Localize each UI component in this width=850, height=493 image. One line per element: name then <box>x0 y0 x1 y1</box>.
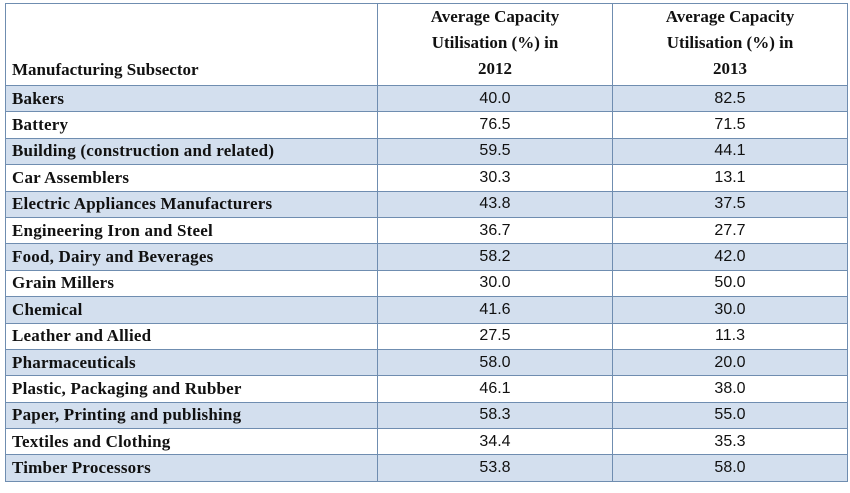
value-2013-cell: 35.3 <box>612 428 848 456</box>
value-2012-cell: 34.4 <box>377 428 613 456</box>
value-2012-cell: 27.5 <box>377 322 613 350</box>
header-2012-line-3: 2012 <box>478 59 512 78</box>
subsector-cell: Electric Appliances Manufacturers <box>5 190 378 218</box>
capacity-utilisation-table: Manufacturing Subsector Average Capacity… <box>5 3 848 482</box>
value-2013-cell: 50.0 <box>612 269 848 298</box>
header-utilisation-2012: Average Capacity Utilisation (%) in 2012 <box>377 3 613 86</box>
subsector-cell: Paper, Printing and publishing <box>5 401 378 430</box>
value-2013-cell: 38.0 <box>612 375 848 403</box>
subsector-cell: Plastic, Packaging and Rubber <box>5 375 378 403</box>
value-2013-cell: 58.0 <box>612 454 848 482</box>
value-2012-cell: 58.3 <box>377 401 613 430</box>
subsector-cell: Food, Dairy and Beverages <box>5 243 378 271</box>
value-2012-cell: 40.0 <box>377 84 613 113</box>
table-row: Food, Dairy and Beverages 58.2 42.0 <box>5 243 848 271</box>
table-row: Plastic, Packaging and Rubber 46.1 38.0 <box>5 375 848 403</box>
header-2012-line-2: Utilisation (%) in <box>431 33 559 52</box>
table-row: Grain Millers 30.0 50.0 <box>5 269 848 298</box>
table-row: Textiles and Clothing 34.4 35.3 <box>5 428 848 456</box>
value-2012-cell: 58.0 <box>377 348 613 377</box>
header-2012-line-1: Average Capacity <box>430 7 560 26</box>
table-body: Bakers 40.0 82.5 Battery 76.5 71.5 Building (c… <box>5 84 848 482</box>
subsector-cell: Battery <box>5 111 378 139</box>
table-row: Chemical 41.6 30.0 <box>5 296 848 324</box>
table-row: Paper, Printing and publishing 58.3 55.0 <box>5 401 848 430</box>
subsector-cell: Grain Millers <box>5 269 378 298</box>
value-2013-cell: 27.7 <box>612 216 848 245</box>
subsector-cell: Engineering Iron and Steel <box>5 216 378 245</box>
value-2013-cell: 71.5 <box>612 111 848 139</box>
table-row: Bakers 40.0 82.5 <box>5 84 848 113</box>
subsector-cell: Building (construction and related) <box>5 137 378 166</box>
value-2012-cell: 36.7 <box>377 216 613 245</box>
subsector-cell: Leather and Allied <box>5 322 378 350</box>
value-2012-cell: 58.2 <box>377 243 613 271</box>
value-2012-cell: 30.0 <box>377 269 613 298</box>
table-row: Timber Processors 53.8 58.0 <box>5 454 848 482</box>
value-2012-cell: 59.5 <box>377 137 613 166</box>
value-2012-cell: 53.8 <box>377 454 613 482</box>
subsector-cell: Textiles and Clothing <box>5 428 378 456</box>
value-2013-cell: 13.1 <box>612 164 848 192</box>
header-2013-line-1: Average Capacity <box>665 7 795 26</box>
table-row: Car Assemblers 30.3 13.1 <box>5 164 848 192</box>
header-manufacturing-subsector: Manufacturing Subsector <box>5 3 378 86</box>
table-row: Pharmaceuticals 58.0 20.0 <box>5 348 848 377</box>
value-2013-cell: 20.0 <box>612 348 848 377</box>
header-utilisation-2013: Average Capacity Utilisation (%) in 2013 <box>612 3 848 86</box>
subsector-cell: Timber Processors <box>5 454 378 482</box>
table-row: Engineering Iron and Steel 36.7 27.7 <box>5 216 848 245</box>
subsector-cell: Pharmaceuticals <box>5 348 378 377</box>
value-2013-cell: 42.0 <box>612 243 848 271</box>
table-row: Building (construction and related) 59.5 4… <box>5 137 848 166</box>
header-2013-line-3: 2013 <box>713 59 747 78</box>
subsector-cell: Bakers <box>5 84 378 113</box>
value-2013-cell: 11.3 <box>612 322 848 350</box>
value-2013-cell: 82.5 <box>612 84 848 113</box>
subsector-cell: Car Assemblers <box>5 164 378 192</box>
table-header-row: Manufacturing Subsector Average Capacity… <box>5 3 848 86</box>
value-2012-cell: 46.1 <box>377 375 613 403</box>
value-2013-cell: 37.5 <box>612 190 848 218</box>
header-2013-line-2: Utilisation (%) in <box>666 33 794 52</box>
table-row: Electric Appliances Manufacturers 43.8 37.… <box>5 190 848 218</box>
table-row: Battery 76.5 71.5 <box>5 111 848 139</box>
capacity-utilisation-table-container: Manufacturing Subsector Average Capacity… <box>5 3 848 482</box>
value-2013-cell: 44.1 <box>612 137 848 166</box>
value-2012-cell: 76.5 <box>377 111 613 139</box>
value-2012-cell: 41.6 <box>377 296 613 324</box>
subsector-cell: Chemical <box>5 296 378 324</box>
value-2013-cell: 55.0 <box>612 401 848 430</box>
value-2013-cell: 30.0 <box>612 296 848 324</box>
value-2012-cell: 30.3 <box>377 164 613 192</box>
value-2012-cell: 43.8 <box>377 190 613 218</box>
table-row: Leather and Allied 27.5 11.3 <box>5 322 848 350</box>
